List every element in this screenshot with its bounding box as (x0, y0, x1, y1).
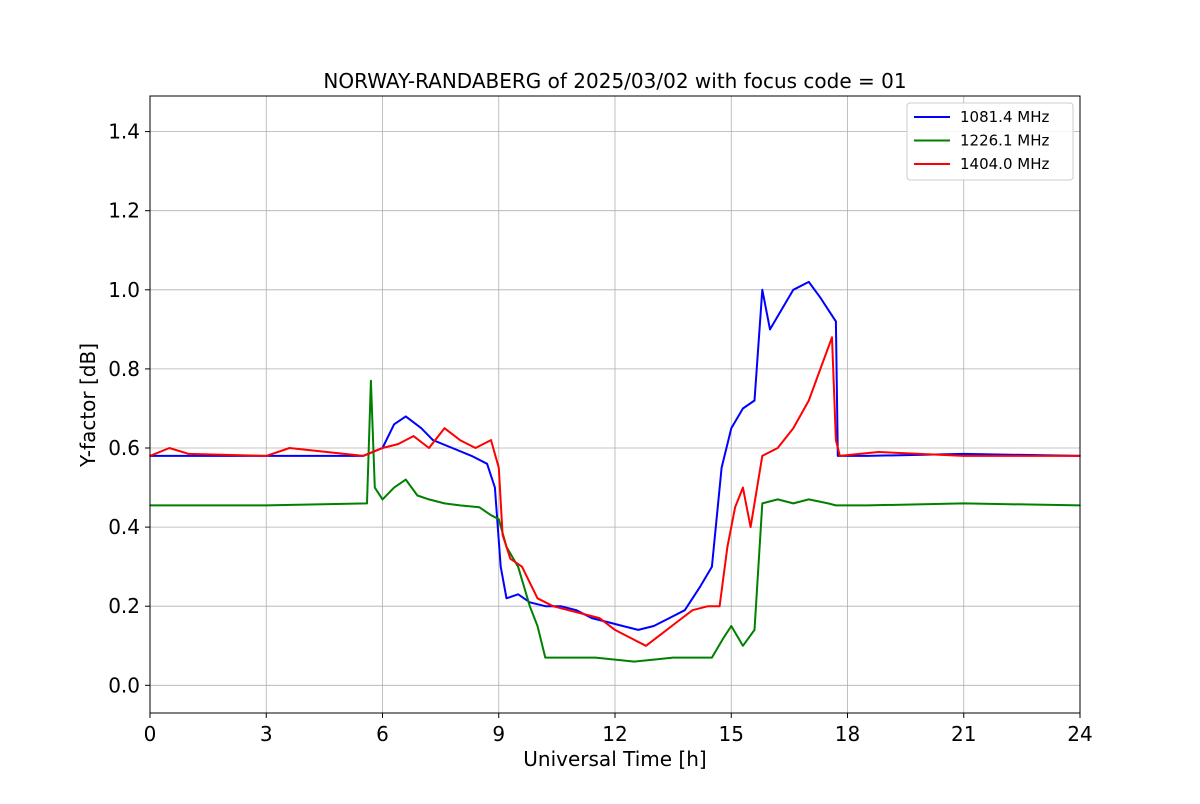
y-tick-label: 0.6 (108, 436, 140, 460)
x-tick-label: 3 (260, 722, 273, 746)
y-tick-label: 0.0 (108, 673, 140, 697)
series-line-2 (149, 336, 1080, 647)
x-tick-label: 15 (719, 722, 744, 746)
y-tick-label: 0.2 (108, 594, 140, 618)
series-line-1 (150, 379, 1081, 663)
legend: 1081.4 MHz 1226.1 MHz 1404.0 MHz (906, 102, 1074, 181)
chart-title: NORWAY-RANDABERG of 2025/03/02 with focu… (323, 69, 906, 93)
y-axis-label: Y-factor [dB] (76, 343, 100, 468)
x-tick-label: 6 (376, 722, 389, 746)
axis-ticks: 0 3 6 9 12 15 18 21 24 0.0 0.2 0.4 0.6 0.8 1.0 1.2 1.4 (108, 120, 1093, 746)
y-tick-label: 0.8 (108, 357, 140, 381)
data-series (149, 280, 1081, 663)
x-tick-label: 0 (144, 722, 157, 746)
y-tick-label: 0.4 (108, 515, 140, 539)
y-tick-label: 1.4 (108, 120, 140, 144)
legend-label: 1081.4 MHz (960, 108, 1049, 126)
series-line-0 (150, 280, 1081, 631)
legend-label: 1404.0 MHz (960, 155, 1049, 173)
x-tick-label: 18 (835, 722, 860, 746)
legend-label: 1226.1 MHz (960, 132, 1049, 150)
y-tick-label: 1.0 (108, 278, 140, 302)
y-tick-label: 1.2 (108, 199, 140, 223)
x-tick-label: 24 (1067, 722, 1092, 746)
legend-box (906, 102, 1074, 181)
x-axis-label: Universal Time [h] (523, 747, 706, 771)
x-tick-label: 9 (492, 722, 505, 746)
x-tick-label: 21 (951, 722, 976, 746)
x-tick-label: 12 (602, 722, 627, 746)
